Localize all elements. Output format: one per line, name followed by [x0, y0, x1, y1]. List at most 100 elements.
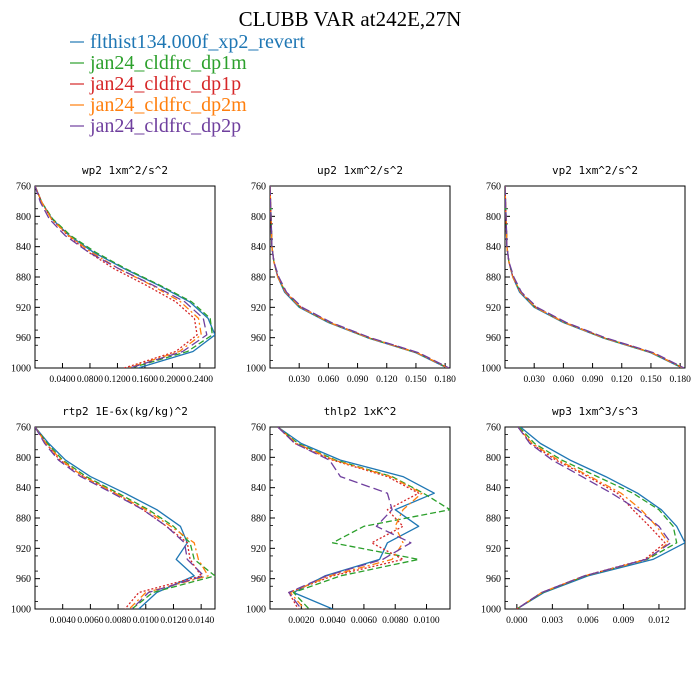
x-tick-label: 0.180 — [434, 375, 456, 385]
series-line-flthist134.000f_xp2_revert — [270, 186, 448, 368]
panel-0: wp2 1xm^2/s^2 760 800 840 880 920 960 1000 0.040… — [11, 164, 216, 385]
series-group — [505, 186, 685, 368]
y-tick-label: 760 — [16, 423, 31, 434]
y-tick-label: 800 — [251, 212, 266, 223]
series-line-jan24_cldfrc_dp2p — [35, 186, 208, 368]
x-tick-label: 0.0120 — [160, 616, 186, 626]
x-tick-label: 0.0080 — [105, 616, 131, 626]
y-tick-label: 800 — [251, 453, 266, 464]
series-line-jan24_cldfrc_dp2m — [277, 427, 423, 609]
y-tick-label: 920 — [251, 544, 266, 555]
series-group — [35, 186, 215, 368]
panel-3: rtp2 1E-6x(kg/kg)^2 760 800 840 880 920 960 100… — [11, 405, 216, 626]
series-line-jan24_cldfrc_dp2m — [270, 186, 449, 368]
x-tick-label: 0.120 — [611, 375, 633, 385]
x-tick-label: 0.090 — [582, 375, 604, 385]
plot-frame — [269, 185, 451, 369]
series-line-jan24_cldfrc_dp1m — [35, 186, 213, 368]
series-line-jan24_cldfrc_dp1m — [516, 427, 678, 609]
x-tick-label: 0.0100 — [133, 616, 159, 626]
x-tick-label: 0.006 — [577, 616, 599, 626]
series-line-flthist134.000f_xp2_revert — [35, 186, 215, 368]
x-tick-label: 0.030 — [289, 375, 311, 385]
series-group — [516, 427, 685, 609]
x-tick-label: 0.0080 — [382, 616, 408, 626]
panel-title: thlp2 1xK^2 — [324, 405, 397, 418]
series-line-flthist134.000f_xp2_revert — [505, 186, 683, 368]
series-line-jan24_cldfrc_dp1m — [35, 427, 215, 609]
y-tick-label: 800 — [16, 453, 31, 464]
y-tick-label: 1000 — [246, 605, 266, 616]
series-line-flthist134.000f_xp2_revert — [516, 427, 685, 609]
x-tick-label: 0.0020 — [288, 616, 314, 626]
y-tick-label: 880 — [16, 273, 31, 284]
y-tick-label: 800 — [16, 212, 31, 223]
series-line-jan24_cldfrc_dp1m — [277, 427, 450, 609]
x-tick-label: 0.0800 — [77, 375, 103, 385]
y-tick-label: 1000 — [481, 605, 501, 616]
y-tick-label: 1000 — [11, 364, 31, 375]
y-tick-label: 840 — [16, 483, 31, 494]
y-tick-label: 760 — [486, 182, 501, 193]
y-tick-label: 920 — [486, 303, 501, 314]
legend-entry: flthist134.000f_xp2_revert — [90, 31, 305, 53]
series-line-jan24_cldfrc_dp2m — [35, 186, 202, 368]
y-tick-label: 760 — [251, 423, 266, 434]
y-tick-label: 920 — [16, 544, 31, 555]
x-tick-label: 0.030 — [524, 375, 546, 385]
y-tick-label: 880 — [16, 514, 31, 525]
y-tick-label: 1000 — [11, 605, 31, 616]
y-tick-label: 880 — [486, 514, 501, 525]
series-line-jan24_cldfrc_dp2m — [505, 186, 684, 368]
plot-frame — [269, 426, 451, 610]
y-tick-label: 760 — [486, 423, 501, 434]
y-tick-label: 840 — [251, 483, 266, 494]
y-tick-label: 960 — [486, 333, 501, 344]
x-tick-label: 0.090 — [347, 375, 369, 385]
y-tick-label: 960 — [16, 574, 31, 585]
y-tick-label: 880 — [251, 273, 266, 284]
x-tick-label: 0.0060 — [351, 616, 377, 626]
series-line-jan24_cldfrc_dp1p — [35, 186, 198, 368]
panel-title: wp2 1xm^2/s^2 — [82, 164, 168, 177]
series-line-flthist134.000f_xp2_revert — [35, 427, 195, 609]
y-tick-label: 960 — [486, 574, 501, 585]
figure-title: CLUBB VAR at242E,27N — [239, 7, 462, 31]
x-tick-label: 0.000 — [506, 616, 528, 626]
x-tick-label: 0.150 — [640, 375, 662, 385]
series-group — [270, 186, 450, 368]
y-tick-label: 920 — [16, 303, 31, 314]
x-tick-label: 0.0040 — [50, 616, 76, 626]
x-tick-label: 0.060 — [553, 375, 575, 385]
x-tick-label: 0.2000 — [159, 375, 185, 385]
legend: flthist134.000f_xp2_revertjan24_cldfrc_d… — [70, 31, 305, 137]
legend-entry: jan24_cldfrc_dp1m — [89, 52, 247, 74]
panel-4: thlp2 1xK^2 760 800 840 880 920 960 1000 0.0020 0… — [246, 405, 451, 626]
x-tick-label: 0.0040 — [320, 616, 346, 626]
legend-entry: jan24_cldfrc_dp2p — [89, 115, 241, 137]
y-tick-label: 800 — [486, 212, 501, 223]
series-line-jan24_cldfrc_dp1p — [516, 427, 666, 609]
y-tick-label: 1000 — [246, 364, 266, 375]
series-line-jan24_cldfrc_dp1p — [35, 427, 202, 609]
y-tick-label: 1000 — [481, 364, 501, 375]
series-line-jan24_cldfrc_dp2p — [270, 186, 450, 368]
plot-frame — [34, 185, 216, 369]
y-tick-label: 920 — [486, 544, 501, 555]
plot-frame — [504, 185, 686, 369]
x-tick-label: 0.1600 — [132, 375, 158, 385]
x-tick-label: 0.0100 — [413, 616, 439, 626]
series-line-flthist134.000f_xp2_revert — [277, 427, 435, 609]
chart-panels: wp2 1xm^2/s^2 760 800 840 880 920 960 1000 0.040… — [11, 164, 691, 626]
x-tick-label: 0.180 — [669, 375, 691, 385]
x-tick-label: 0.012 — [648, 616, 670, 626]
x-tick-label: 0.060 — [318, 375, 340, 385]
legend-entry: jan24_cldfrc_dp2m — [89, 94, 247, 116]
y-tick-label: 800 — [486, 453, 501, 464]
panel-5: wp3 1xm^3/s^3 760 800 840 880 920 960 1000 0.000… — [481, 405, 686, 626]
series-line-jan24_cldfrc_dp1p — [277, 427, 420, 609]
panel-title: wp3 1xm^3/s^3 — [552, 405, 638, 418]
series-line-jan24_cldfrc_dp2m — [35, 427, 209, 609]
x-tick-label: 0.120 — [376, 375, 398, 385]
